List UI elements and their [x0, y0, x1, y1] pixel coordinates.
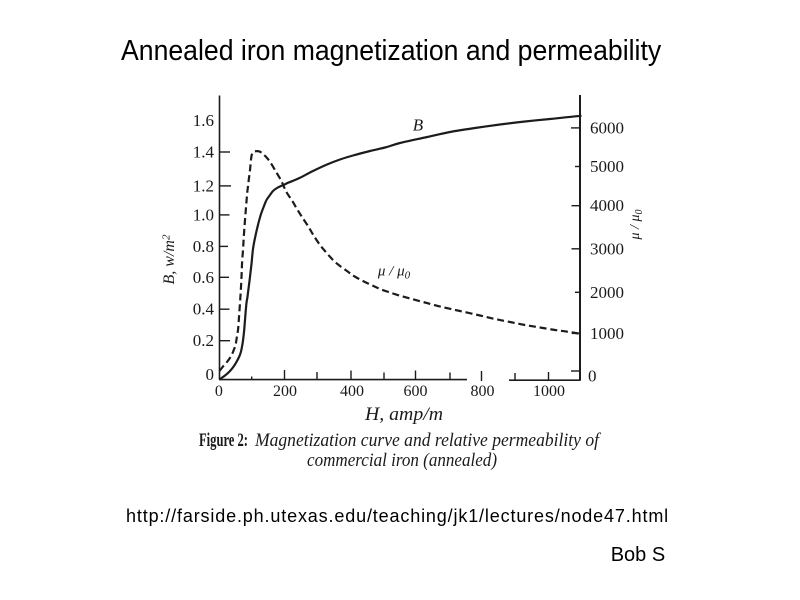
svg-text:0.6: 0.6 — [193, 268, 214, 287]
svg-text:0: 0 — [215, 383, 223, 400]
svg-text:1.6: 1.6 — [193, 111, 214, 130]
svg-text:Magnetization curve and relati: Magnetization curve and relative permeab… — [254, 430, 601, 451]
svg-text:3000: 3000 — [590, 239, 624, 258]
svg-text:μ / μ0: μ / μ0 — [377, 264, 411, 282]
svg-text:2000: 2000 — [590, 283, 624, 302]
svg-text:μ / μ0: μ / μ0 — [628, 210, 645, 241]
svg-text:H, amp/m: H, amp/m — [364, 404, 443, 425]
svg-text:600: 600 — [404, 383, 428, 400]
svg-text:0: 0 — [206, 365, 215, 384]
svg-text:800: 800 — [471, 383, 495, 400]
svg-text:1000: 1000 — [590, 324, 624, 343]
svg-text:commercial iron (annealed): commercial iron (annealed) — [307, 450, 497, 471]
svg-text:1.4: 1.4 — [193, 143, 215, 162]
svg-text:0.8: 0.8 — [193, 237, 214, 256]
svg-text:6000: 6000 — [590, 118, 624, 137]
svg-text:5000: 5000 — [590, 157, 624, 176]
svg-text:B, w/m2: B, w/m2 — [161, 234, 179, 284]
svg-text:Figure 2:: Figure 2: — [199, 430, 248, 451]
svg-text:400: 400 — [340, 383, 364, 400]
svg-text:B: B — [413, 116, 424, 135]
svg-text:1.2: 1.2 — [193, 176, 214, 195]
svg-text:0.2: 0.2 — [193, 331, 214, 350]
svg-text:200: 200 — [273, 383, 297, 400]
svg-text:1.0: 1.0 — [193, 205, 214, 224]
svg-text:1000: 1000 — [533, 383, 565, 400]
svg-text:0: 0 — [588, 366, 597, 385]
svg-text:4000: 4000 — [590, 196, 624, 215]
svg-text:0.4: 0.4 — [193, 300, 215, 319]
